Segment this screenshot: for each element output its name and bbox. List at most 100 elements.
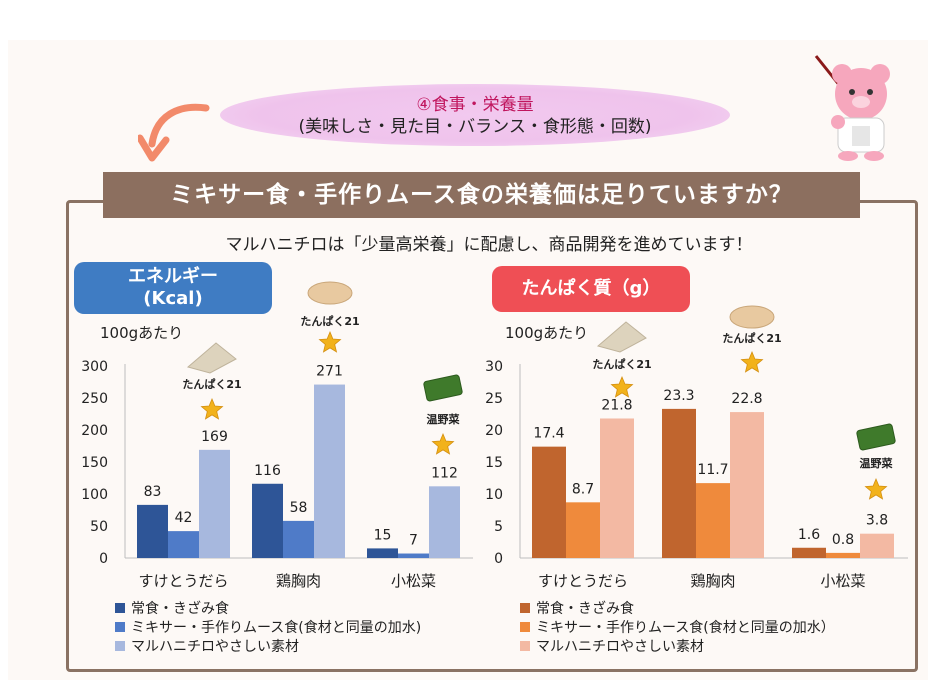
- star-icon: [318, 330, 342, 353]
- data-label: 83: [144, 484, 162, 500]
- protein-per100-note: 100gあたり: [505, 324, 589, 342]
- data-label: 1.6: [798, 527, 820, 543]
- data-label: 15: [374, 527, 392, 543]
- annotation-label: 温野菜: [427, 412, 461, 426]
- energy-legend-item: マルハニチロやさしい素材: [115, 636, 421, 655]
- data-label: 7: [409, 533, 418, 549]
- bar: [696, 483, 730, 558]
- y-tick-label: 200: [81, 423, 108, 439]
- star-icon: [740, 350, 764, 373]
- y-tick-label: 0: [99, 551, 108, 567]
- bar: [429, 486, 460, 558]
- bar: [826, 552, 860, 558]
- annotation-label: たんぱく21: [722, 331, 781, 345]
- annotation-label: たんぱく21: [182, 377, 241, 391]
- data-label: 42: [175, 510, 193, 526]
- legend-swatch: [115, 640, 125, 651]
- star-icon: [864, 477, 888, 500]
- bar: [398, 553, 429, 558]
- y-tick-label: 300: [81, 359, 108, 375]
- bar: [283, 520, 314, 558]
- data-label: 271: [316, 364, 343, 380]
- tofu-icon: [186, 342, 237, 374]
- legend-swatch: [520, 602, 530, 613]
- category-label: 鶏胸肉: [690, 572, 735, 590]
- annotation-label: たんぱく21: [592, 357, 651, 371]
- data-label: 23.3: [663, 388, 694, 404]
- protein-legend-item: 常食・きざみ食: [520, 598, 835, 617]
- category-label: 鶏胸肉: [276, 572, 321, 590]
- data-label: 169: [201, 429, 228, 445]
- topic-title: ④食事・栄養量: [416, 95, 534, 115]
- question-banner: ミキサー食・手作りムース食の栄養価は足りていますか？: [103, 172, 860, 218]
- data-label: 3.8: [866, 513, 888, 529]
- y-tick-label: 0: [494, 551, 503, 567]
- data-label: 17.4: [533, 426, 564, 442]
- bar: [662, 408, 696, 558]
- y-tick-label: 150: [81, 455, 108, 471]
- bear-teacher-icon: [814, 55, 890, 161]
- y-tick-label: 100: [81, 487, 108, 503]
- data-label: 11.7: [697, 462, 728, 478]
- topic-ellipse: [220, 84, 730, 146]
- bar: [600, 418, 634, 558]
- y-tick-label: 25: [485, 391, 503, 407]
- page-subtitle: マルハニチロは「少量高栄養」に配慮し、商品開発を進めています！: [225, 235, 753, 255]
- y-tick-label: 20: [485, 423, 503, 439]
- bar: [168, 531, 199, 558]
- y-tick-label: 250: [81, 391, 108, 407]
- energy-legend-label: マルハニチロやさしい素材: [131, 638, 299, 655]
- vegetable-icon: [856, 423, 896, 451]
- energy-legend-label: 常食・きざみ食: [131, 600, 229, 617]
- bar: [367, 548, 398, 558]
- data-label: 116: [254, 463, 281, 479]
- legend-swatch: [520, 621, 530, 632]
- data-label: 112: [431, 465, 458, 481]
- energy-legend-item: ミキサー・手作りムース食(食材と同量の加水): [115, 617, 421, 636]
- bar: [314, 384, 345, 558]
- chicken-icon: [307, 281, 353, 305]
- protein-legend-label: ミキサー・手作りムース食(食材と同量の加水）: [536, 619, 835, 636]
- energy-badge-line1: エネルギー: [128, 266, 218, 287]
- curved-arrow-icon: [138, 103, 210, 162]
- bar: [566, 502, 600, 558]
- energy-legend-item: 常食・きざみ食: [115, 598, 421, 617]
- bar: [792, 547, 826, 558]
- topic-subtitle: (美味しさ・見た目・バランス・食形態・回数): [298, 117, 652, 137]
- bar: [199, 449, 230, 558]
- energy-legend: 常食・きざみ食 ミキサー・手作りムース食(食材と同量の加水) マルハニチロやさし…: [115, 598, 421, 655]
- legend-swatch: [115, 602, 125, 613]
- protein-badge: たんぱく質（g）: [492, 266, 690, 312]
- protein-legend-item: ミキサー・手作りムース食(食材と同量の加水）: [520, 617, 835, 636]
- data-label: 22.8: [731, 391, 762, 407]
- bar: [137, 504, 168, 558]
- bar: [252, 483, 283, 558]
- annotation-label: たんぱく21: [300, 314, 359, 328]
- annotation-label: 温野菜: [860, 456, 894, 470]
- vegetable-icon: [423, 374, 463, 402]
- bar: [860, 533, 894, 558]
- energy-legend-label: ミキサー・手作りムース食(食材と同量の加水): [131, 619, 422, 636]
- protein-legend-label: マルハニチロやさしい素材: [536, 638, 704, 655]
- bar: [532, 446, 566, 558]
- star-icon: [200, 397, 224, 420]
- data-label: 21.8: [601, 397, 632, 413]
- y-tick-label: 5: [494, 519, 503, 535]
- data-label: 58: [290, 500, 308, 516]
- energy-badge: エネルギー (Kcal): [74, 262, 272, 314]
- protein-legend-item: マルハニチロやさしい素材: [520, 636, 835, 655]
- data-label: 8.7: [572, 481, 594, 497]
- star-icon: [431, 432, 455, 455]
- energy-badge-line2: (Kcal): [143, 288, 203, 309]
- protein-legend-label: 常食・きざみ食: [536, 600, 634, 617]
- y-tick-label: 15: [485, 455, 503, 471]
- chicken-icon: [729, 305, 775, 329]
- data-label: 0.8: [832, 532, 854, 548]
- category-label: すけとうだら: [138, 572, 228, 590]
- bar: [730, 412, 764, 558]
- category-label: すけとうだら: [538, 572, 628, 590]
- legend-swatch: [520, 640, 530, 651]
- protein-legend: 常食・きざみ食 ミキサー・手作りムース食(食材と同量の加水） マルハニチロやさし…: [520, 598, 835, 655]
- star-icon: [610, 375, 634, 398]
